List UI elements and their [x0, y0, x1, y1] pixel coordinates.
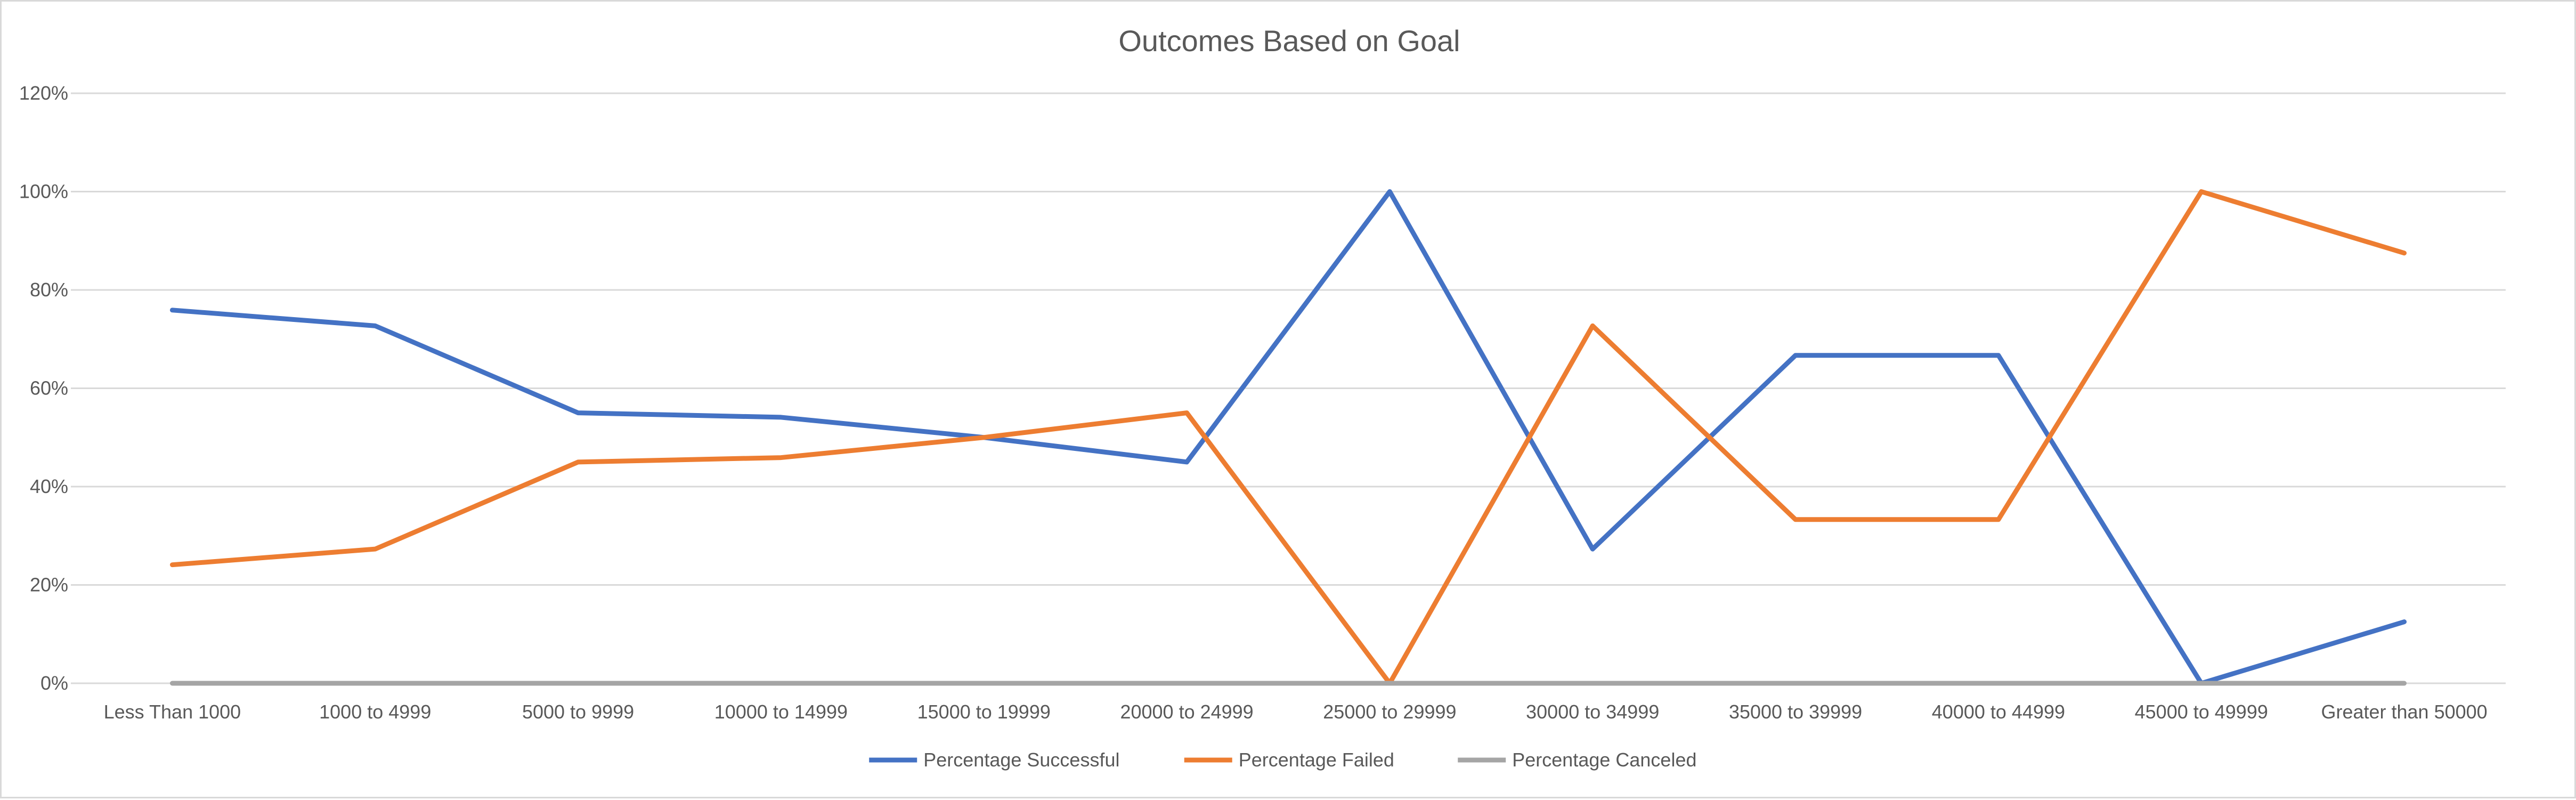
- y-tick-label: 80%: [30, 279, 68, 301]
- series-line-percentage-failed: [169, 189, 2407, 686]
- x-tick-label: 30000 to 34999: [1526, 701, 1659, 723]
- chart-title: Outcomes Based on Goal: [1118, 24, 1460, 58]
- y-tick-label: 40%: [30, 475, 68, 497]
- x-tick-label: 25000 to 29999: [1323, 701, 1456, 723]
- x-axis-tick-labels: Less Than 1000 1000 to 4999 5000 to 9999 10…: [104, 701, 2488, 723]
- x-tick-label: Greater than 50000: [2321, 701, 2487, 723]
- series-lines: [169, 189, 2407, 686]
- x-tick-label: 20000 to 24999: [1120, 701, 1253, 723]
- x-tick-label: 40000 to 44999: [1932, 701, 2065, 723]
- y-tick-label: 60%: [30, 377, 68, 399]
- y-tick-label: 100%: [19, 181, 68, 203]
- x-tick-label: 1000 to 4999: [319, 701, 431, 723]
- y-axis-tick-labels: 0% 20% 40% 60% 80% 100% 120%: [19, 82, 68, 694]
- gridlines: [71, 92, 2506, 684]
- y-tick-label: 20%: [30, 574, 68, 596]
- legend-label: Percentage Canceled: [1512, 749, 1696, 771]
- y-tick-label: 120%: [19, 82, 68, 104]
- y-tick-label: 0%: [40, 672, 68, 694]
- x-tick-label: 35000 to 39999: [1729, 701, 1862, 723]
- x-tick-label: 45000 to 49999: [2135, 701, 2268, 723]
- x-tick-label: Less Than 1000: [104, 701, 241, 723]
- x-tick-label: 15000 to 19999: [917, 701, 1051, 723]
- x-tick-label: 5000 to 9999: [522, 701, 634, 723]
- legend-label: Percentage Failed: [1239, 749, 1394, 771]
- legend-label: Percentage Successful: [923, 749, 1119, 771]
- x-tick-label: 10000 to 14999: [714, 701, 848, 723]
- series-line-percentage-successful: [169, 189, 2407, 686]
- legend: Percentage Successful Percentage Failed Pe…: [869, 749, 1697, 771]
